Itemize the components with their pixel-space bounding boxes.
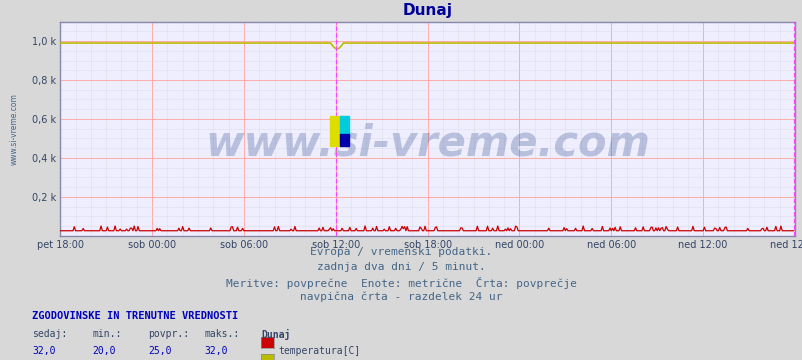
Text: min.:: min.:	[92, 329, 122, 339]
Text: Evropa / vremenski podatki.: Evropa / vremenski podatki.	[310, 247, 492, 257]
Bar	[330, 116, 342, 146]
Text: 20,0: 20,0	[92, 346, 115, 356]
Bar	[340, 116, 349, 137]
Text: ZGODOVINSKE IN TRENUTNE VREDNOSTI: ZGODOVINSKE IN TRENUTNE VREDNOSTI	[32, 311, 238, 321]
Text: www.si-vreme.com: www.si-vreme.com	[10, 93, 19, 165]
Text: zadnja dva dni / 5 minut.: zadnja dva dni / 5 minut.	[317, 262, 485, 272]
Text: Dunaj: Dunaj	[261, 329, 290, 340]
Title: Dunaj: Dunaj	[402, 3, 452, 18]
Text: navpična črta - razdelek 24 ur: navpična črta - razdelek 24 ur	[300, 292, 502, 302]
Text: Meritve: povprečne  Enote: metrične  Črta: povprečje: Meritve: povprečne Enote: metrične Črta:…	[225, 277, 577, 289]
Text: 32,0: 32,0	[32, 346, 55, 356]
Text: sedaj:: sedaj:	[32, 329, 67, 339]
Text: 32,0: 32,0	[205, 346, 228, 356]
Text: www.si-vreme.com: www.si-vreme.com	[205, 123, 650, 165]
Text: povpr.:: povpr.:	[148, 329, 189, 339]
Text: maks.:: maks.:	[205, 329, 240, 339]
Text: 25,0: 25,0	[148, 346, 172, 356]
Bar	[340, 134, 349, 146]
Text: temperatura[C]: temperatura[C]	[278, 346, 360, 356]
